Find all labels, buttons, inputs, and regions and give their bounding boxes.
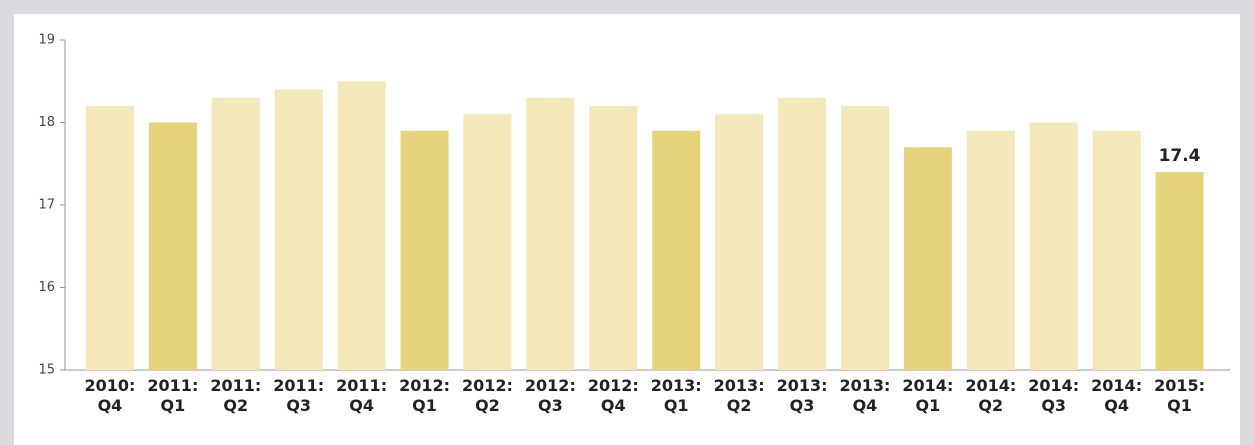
y-tick-label: 17	[38, 198, 55, 213]
x-tick-label: 2015: Q1	[1154, 376, 1205, 415]
y-tick-label: 15	[38, 363, 55, 378]
x-tick-label: 2014: Q2	[965, 376, 1017, 415]
bar	[211, 97, 260, 370]
y-tick-label: 16	[38, 280, 55, 295]
x-tick-label: 2014: Q4	[1091, 376, 1143, 415]
x-tick-label: 2013: Q4	[839, 376, 891, 415]
x-tick-label: 2012: Q4	[587, 376, 639, 415]
bar	[1092, 130, 1141, 370]
bar	[85, 106, 134, 370]
bar	[652, 130, 701, 370]
x-tick-label: 2010: Q4	[84, 376, 136, 415]
bar	[1029, 122, 1078, 370]
y-tick-label: 19	[38, 33, 55, 48]
x-tick-label: 2014: Q1	[902, 376, 954, 415]
x-tick-label: 2012: Q1	[399, 376, 450, 415]
bar	[148, 122, 197, 370]
x-tick-label: 2011: Q3	[273, 376, 325, 415]
x-tick-label: 2011: Q4	[336, 376, 388, 415]
x-tick-label: 2013: Q1	[650, 376, 702, 415]
bar	[1155, 172, 1204, 370]
bar	[463, 114, 512, 370]
x-tick-label: 2012: Q2	[461, 376, 513, 415]
x-tick-label: 2011: Q1	[147, 376, 199, 415]
x-tick-label: 2013: Q3	[776, 376, 828, 415]
bar	[778, 97, 827, 370]
x-tick-label: 2012: Q3	[524, 376, 576, 415]
bar	[589, 106, 638, 370]
bar	[715, 114, 764, 370]
bar	[840, 106, 889, 370]
x-tick-label: 2013: Q2	[713, 376, 765, 415]
bar	[400, 130, 449, 370]
bar	[903, 147, 952, 370]
x-tick-label: 2014: Q3	[1028, 376, 1080, 415]
value-label: 17.4	[1159, 146, 1201, 166]
bar	[274, 89, 323, 370]
y-tick-label: 18	[38, 115, 55, 130]
x-tick-label: 2011: Q2	[210, 376, 262, 415]
bar	[526, 97, 575, 370]
bar	[966, 130, 1015, 370]
bar	[337, 81, 386, 370]
